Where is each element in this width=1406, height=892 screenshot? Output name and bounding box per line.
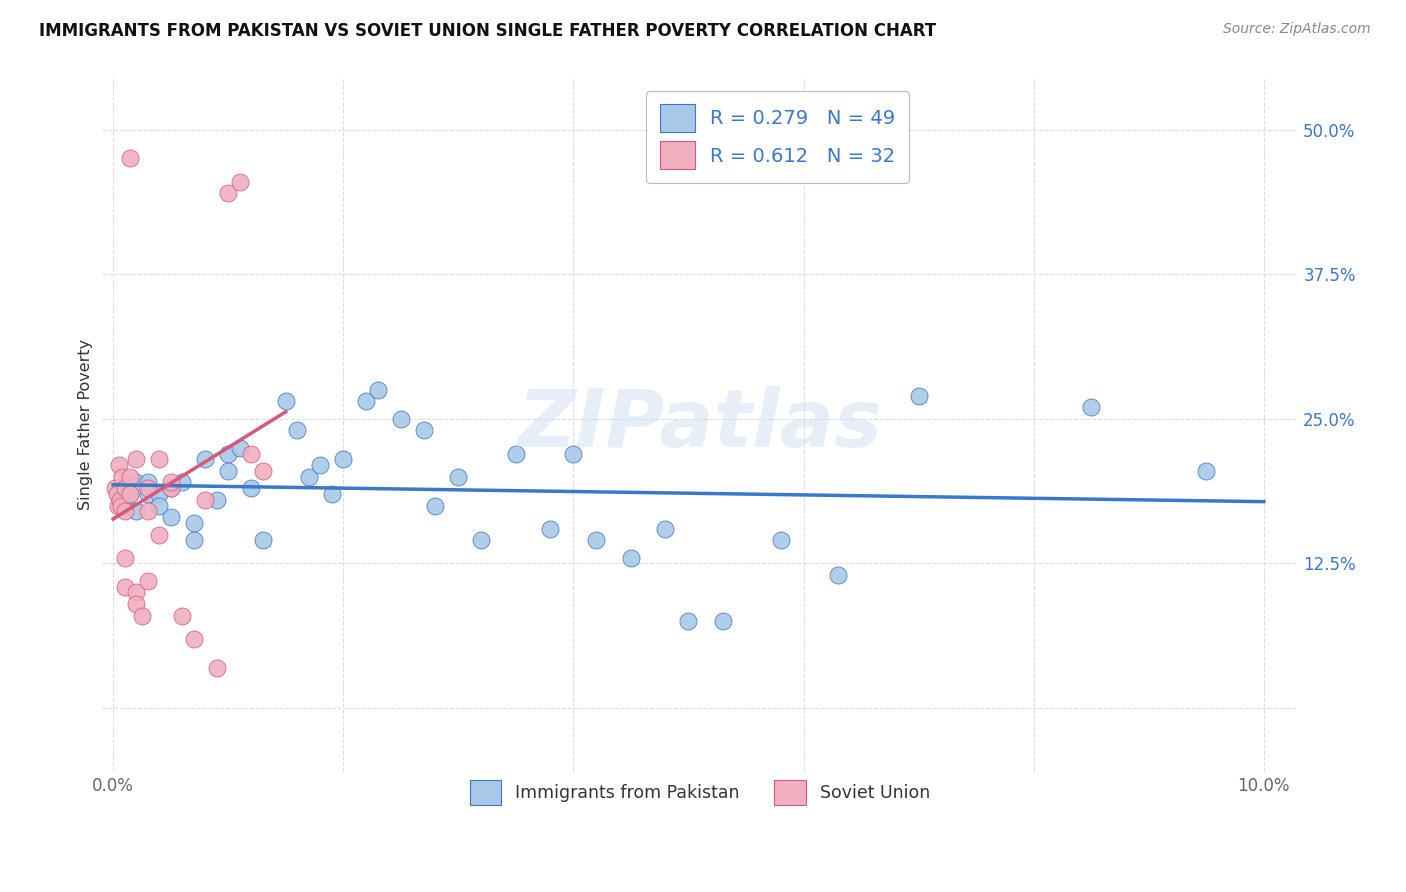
Point (148, 452, 170, 467)
Point (159, 510, 181, 524)
Text: IMMIGRANTS FROM PAKISTAN VS SOVIET UNION SINGLE FATHER POVERTY CORRELATION CHART: IMMIGRANTS FROM PAKISTAN VS SOVIET UNION… (39, 22, 936, 40)
Point (136, 475, 159, 490)
Point (183, 516, 205, 530)
Point (217, 186, 239, 201)
Point (125, 475, 148, 490)
Point (769, 533, 792, 548)
Point (159, 481, 181, 495)
Point (194, 492, 217, 507)
Point (120, 487, 142, 501)
Point (562, 446, 585, 460)
Point (367, 383, 389, 397)
Point (125, 597, 148, 611)
Point (136, 487, 159, 501)
Point (108, 458, 131, 472)
Point (107, 499, 129, 513)
Y-axis label: Single Father Poverty: Single Father Poverty (79, 339, 93, 510)
Point (356, 394, 378, 409)
Point (110, 499, 132, 513)
Point (172, 475, 194, 490)
Point (240, 481, 263, 495)
Point (274, 394, 297, 409)
Point (172, 608, 194, 623)
Point (120, 487, 142, 501)
Point (136, 504, 159, 518)
Point (105, 487, 128, 501)
Point (111, 469, 134, 483)
Point (159, 475, 181, 490)
Point (104, 481, 127, 495)
Point (1195, 464, 1218, 478)
Point (183, 632, 205, 646)
Point (252, 464, 274, 478)
Point (148, 499, 170, 513)
Point (505, 446, 527, 460)
Point (136, 574, 159, 588)
Point (585, 533, 607, 548)
Point (111, 492, 134, 507)
Point (252, 533, 274, 548)
Point (425, 499, 447, 513)
Point (217, 464, 239, 478)
Point (120, 469, 142, 483)
Point (125, 585, 148, 599)
Point (389, 412, 412, 426)
Point (298, 469, 321, 483)
Legend: Immigrants from Pakistan, Soviet Union: Immigrants from Pakistan, Soviet Union (460, 770, 941, 815)
Point (114, 499, 136, 513)
Point (108, 492, 131, 507)
Point (194, 452, 217, 467)
Point (1080, 401, 1102, 415)
Point (205, 660, 228, 674)
Point (114, 504, 136, 518)
Point (114, 481, 136, 495)
Point (228, 175, 250, 189)
Point (332, 452, 354, 467)
Point (678, 615, 700, 629)
Point (159, 481, 181, 495)
Point (538, 522, 561, 536)
Text: ZIPatlas: ZIPatlas (517, 385, 883, 464)
Point (136, 481, 159, 495)
Point (228, 441, 250, 455)
Point (309, 458, 332, 472)
Point (148, 487, 170, 501)
Point (114, 550, 136, 565)
Point (131, 608, 153, 623)
Point (114, 580, 136, 594)
Point (285, 423, 308, 437)
Point (120, 152, 142, 166)
Point (205, 492, 228, 507)
Point (217, 446, 239, 460)
Text: Source: ZipAtlas.com: Source: ZipAtlas.com (1223, 22, 1371, 37)
Point (447, 469, 470, 483)
Point (108, 487, 131, 501)
Point (620, 550, 643, 565)
Point (827, 568, 849, 582)
Point (125, 504, 148, 518)
Point (125, 452, 148, 467)
Point (907, 389, 929, 403)
Point (654, 522, 676, 536)
Point (711, 615, 734, 629)
Point (114, 481, 136, 495)
Point (470, 533, 492, 548)
Point (183, 533, 205, 548)
Point (412, 423, 434, 437)
Point (148, 527, 170, 541)
Point (240, 446, 263, 460)
Point (321, 487, 343, 501)
